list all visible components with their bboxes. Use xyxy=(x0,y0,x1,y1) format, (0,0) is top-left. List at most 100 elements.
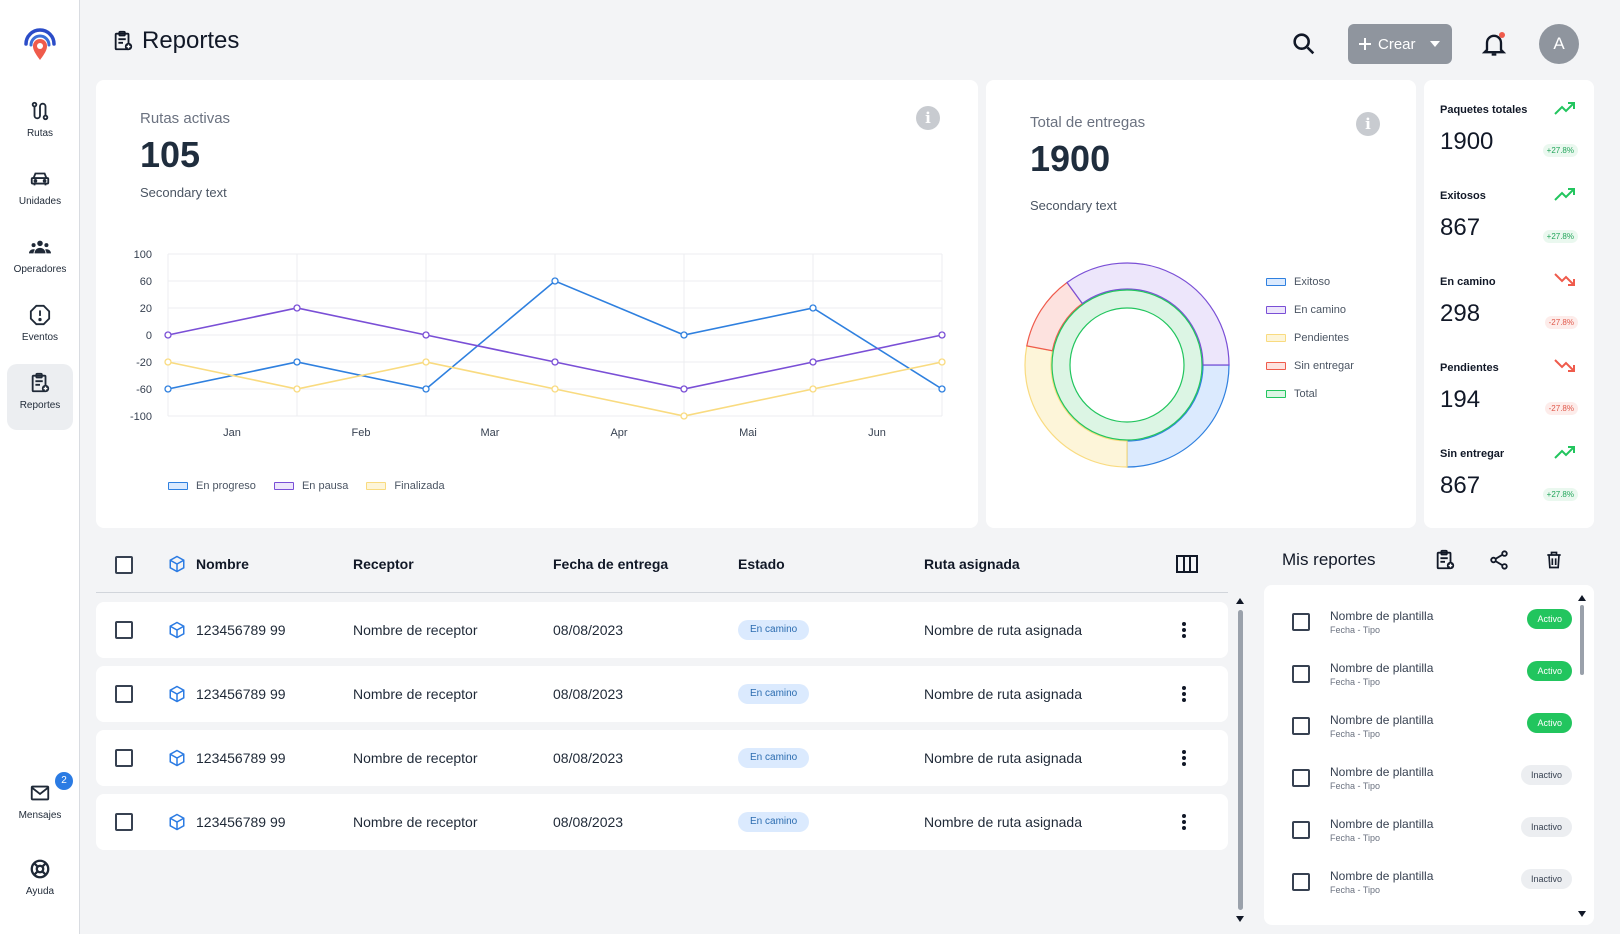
routes-card-value: 105 xyxy=(140,134,201,175)
row-name: 123456789 99 xyxy=(196,622,286,638)
legend-item[interactable]: Pendientes xyxy=(1266,332,1349,344)
row-receptor: Nombre de receptor xyxy=(353,750,478,766)
report-icon xyxy=(31,372,50,393)
donut-slice[interactable] xyxy=(1066,262,1230,366)
mail-icon xyxy=(30,785,50,801)
column-header-name[interactable]: Nombre xyxy=(196,556,249,572)
row-checkbox[interactable] xyxy=(115,813,133,831)
scroll-up-icon[interactable] xyxy=(1578,595,1586,601)
data-point xyxy=(680,385,688,393)
app-logo-icon[interactable] xyxy=(20,24,60,64)
add-report-icon[interactable] xyxy=(1434,548,1456,572)
legend-item[interactable]: En camino xyxy=(1266,304,1346,316)
package-icon xyxy=(169,685,185,703)
sidebar-item-rutas[interactable]: Rutas xyxy=(7,92,73,158)
share-icon[interactable] xyxy=(1488,549,1510,571)
status-badge: Inactivo xyxy=(1520,765,1572,785)
columns-icon[interactable] xyxy=(1176,554,1198,574)
table-row[interactable]: 123456789 99 Nombre de receptor 08/08/2023… xyxy=(96,602,1228,658)
x-tick-label: Mai xyxy=(739,427,757,439)
trash-icon[interactable] xyxy=(1544,549,1564,571)
trending-up-icon xyxy=(1554,102,1575,115)
legend-label: Exitoso xyxy=(1294,276,1331,288)
scroll-down-icon[interactable] xyxy=(1236,916,1244,922)
table-row[interactable]: 123456789 99 Nombre de receptor 08/08/2023… xyxy=(96,666,1228,722)
data-point xyxy=(680,331,688,339)
status-badge: En camino xyxy=(738,684,810,704)
kpi-label: Sin entregar xyxy=(1440,448,1505,460)
data-point xyxy=(164,358,172,366)
legend-item[interactable]: Total xyxy=(1266,388,1317,400)
deliveries-card: Total de entregas 1900 Secondary text i … xyxy=(986,80,1416,528)
create-button[interactable]: Crear xyxy=(1348,24,1452,64)
sidebar-item-eventos[interactable]: Eventos xyxy=(7,296,73,362)
search-icon[interactable] xyxy=(1290,30,1318,58)
table-header-divider xyxy=(96,592,1228,593)
row-receptor: Nombre de receptor xyxy=(353,814,478,830)
info-icon[interactable]: i xyxy=(1356,112,1380,136)
report-checkbox[interactable] xyxy=(1292,717,1310,735)
select-all-checkbox[interactable] xyxy=(115,556,133,574)
kpi-delta: +27.8% xyxy=(1542,144,1578,157)
legend-item[interactable]: Sin entregar xyxy=(1266,360,1354,372)
alert-icon xyxy=(29,304,51,326)
row-checkbox[interactable] xyxy=(115,749,133,767)
data-point xyxy=(809,304,817,312)
sidebar-item-mensajes[interactable]: 2 Mensajes xyxy=(7,772,73,840)
more-options-icon[interactable] xyxy=(1174,684,1194,704)
row-receptor: Nombre de receptor xyxy=(353,622,478,638)
scrollbar-thumb[interactable] xyxy=(1238,610,1243,910)
trending-up-icon xyxy=(1554,188,1575,201)
legend-item-progress[interactable]: En progreso xyxy=(168,480,256,492)
report-checkbox[interactable] xyxy=(1292,821,1310,839)
sidebar-item-unidades[interactable]: Unidades xyxy=(7,160,73,226)
x-tick-label: Feb xyxy=(352,427,371,439)
legend-swatch xyxy=(1266,390,1286,398)
sidebar-item-label: Ayuda xyxy=(25,886,55,897)
legend-item[interactable]: Exitoso xyxy=(1266,276,1330,288)
y-tick-label: 60 xyxy=(140,276,152,288)
row-checkbox[interactable] xyxy=(115,685,133,703)
list-item[interactable]: Nombre de plantilla Fecha - Tipo Inactivo xyxy=(1264,865,1584,917)
scroll-down-icon[interactable] xyxy=(1578,911,1586,917)
report-checkbox[interactable] xyxy=(1292,613,1310,631)
data-point xyxy=(938,331,946,339)
scroll-up-icon[interactable] xyxy=(1236,598,1244,604)
more-options-icon[interactable] xyxy=(1174,812,1194,832)
sidebar-item-reportes[interactable]: Reportes xyxy=(7,364,73,430)
legend-item-pause[interactable]: En pausa xyxy=(273,480,348,492)
deliveries-card-secondary: Secondary text xyxy=(1030,198,1117,213)
sidebar-item-ayuda[interactable]: Ayuda xyxy=(7,850,73,916)
column-header-status[interactable]: Estado xyxy=(738,556,785,572)
list-item[interactable]: Nombre de plantilla Fecha - Tipo Activo xyxy=(1264,709,1584,761)
row-route: Nombre de ruta asignada xyxy=(924,814,1082,830)
column-header-route[interactable]: Ruta asignada xyxy=(924,556,1020,572)
more-options-icon[interactable] xyxy=(1174,620,1194,640)
column-header-date[interactable]: Fecha de entrega xyxy=(553,556,669,572)
sidebar-item-operadores[interactable]: Operadores xyxy=(7,228,73,294)
report-checkbox[interactable] xyxy=(1292,873,1310,891)
avatar[interactable]: A xyxy=(1539,24,1579,64)
data-point xyxy=(293,385,301,393)
row-checkbox[interactable] xyxy=(115,621,133,639)
table-row[interactable]: 123456789 99 Nombre de receptor 08/08/2023… xyxy=(96,730,1228,786)
table-row[interactable]: 123456789 99 Nombre de receptor 08/08/2023… xyxy=(96,794,1228,850)
more-options-icon[interactable] xyxy=(1174,748,1194,768)
legend-item-done[interactable]: Finalizada xyxy=(366,480,445,492)
list-item[interactable]: Nombre de plantilla Fecha - Tipo Inactivo xyxy=(1264,813,1584,865)
list-item[interactable]: Nombre de plantilla Fecha - Tipo Inactivo xyxy=(1264,761,1584,813)
y-tick-label: 100 xyxy=(134,249,152,261)
caret-down-icon[interactable] xyxy=(1429,41,1440,47)
report-checkbox[interactable] xyxy=(1292,769,1310,787)
list-item[interactable]: Nombre de plantilla Fecha - Tipo Activo xyxy=(1264,605,1584,657)
scrollbar-thumb[interactable] xyxy=(1580,605,1584,675)
notifications-button[interactable] xyxy=(1480,30,1508,58)
table-scrollbar[interactable] xyxy=(1234,598,1246,922)
package-icon xyxy=(169,813,185,831)
column-header-receptor[interactable]: Receptor xyxy=(353,556,414,572)
info-icon[interactable]: i xyxy=(916,106,940,130)
list-item[interactable]: Nombre de plantilla Fecha - Tipo Activo xyxy=(1264,657,1584,709)
report-checkbox[interactable] xyxy=(1292,665,1310,683)
donut-slice[interactable] xyxy=(1052,290,1202,440)
row-route: Nombre de ruta asignada xyxy=(924,750,1082,766)
